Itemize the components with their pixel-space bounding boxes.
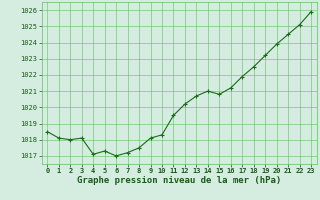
X-axis label: Graphe pression niveau de la mer (hPa): Graphe pression niveau de la mer (hPa): [77, 176, 281, 185]
